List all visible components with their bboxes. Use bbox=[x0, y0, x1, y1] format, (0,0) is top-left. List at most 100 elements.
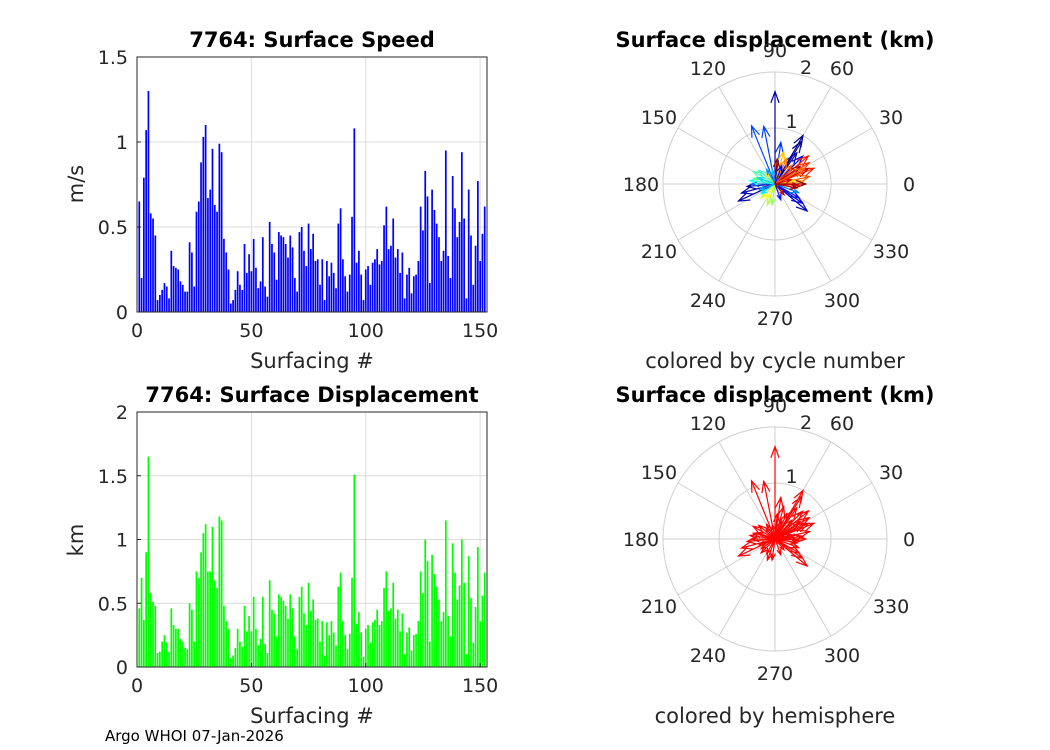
speed-bar bbox=[188, 242, 191, 312]
displacement-bar-chart: 7764: Surface Displacement 0 50 100 150 0 0.… bbox=[64, 383, 498, 728]
speed-bar bbox=[273, 252, 276, 312]
polar-hemisphere-vector bbox=[759, 538, 776, 550]
speed-bar bbox=[245, 272, 248, 312]
speed-bar bbox=[438, 237, 440, 312]
displacement-bar bbox=[351, 577, 353, 667]
displacement-bar bbox=[239, 641, 241, 667]
speed-bar bbox=[351, 216, 353, 312]
displacement-bar bbox=[326, 622, 328, 667]
displacement-bar bbox=[408, 627, 411, 667]
speed-bar bbox=[419, 206, 422, 312]
displacement-bar bbox=[202, 533, 205, 667]
speed-bar bbox=[342, 259, 344, 312]
polar-cycle-vector bbox=[774, 167, 807, 185]
displacement-bars bbox=[138, 456, 486, 667]
displacement-bar bbox=[483, 572, 486, 667]
displacement-bar bbox=[177, 628, 180, 667]
speed-bar bbox=[209, 189, 212, 312]
displacement-bar bbox=[257, 645, 260, 667]
displacement-bar bbox=[376, 609, 379, 667]
speed-bar bbox=[232, 300, 234, 312]
displacement-bar bbox=[451, 543, 454, 667]
polar-cycle-angle-label: 270 bbox=[757, 308, 793, 330]
speed-bar bbox=[326, 261, 328, 312]
speed-bar bbox=[268, 221, 271, 312]
speed-bar bbox=[161, 289, 164, 312]
displacement-bar bbox=[252, 596, 255, 667]
speed-bar bbox=[220, 152, 223, 312]
speed-bar bbox=[433, 210, 436, 312]
speed-bar bbox=[282, 237, 285, 312]
displacement-bar bbox=[227, 628, 230, 667]
displacement-bar bbox=[289, 594, 292, 667]
polar-cycle-caption: colored by cycle number bbox=[645, 349, 905, 373]
speed-bar bbox=[364, 269, 367, 312]
displacement-bar bbox=[403, 654, 406, 667]
speed-bar bbox=[335, 288, 337, 312]
speed-bar bbox=[163, 283, 166, 312]
speed-bar bbox=[172, 266, 175, 312]
displacement-bar bbox=[211, 526, 214, 667]
speed-bar bbox=[444, 150, 447, 312]
displacement-bar bbox=[264, 644, 266, 667]
displacement-bar bbox=[440, 621, 443, 667]
displacement-x-ticks: 0 50 100 150 bbox=[131, 663, 498, 697]
displacement-bar bbox=[344, 635, 347, 667]
displacement-bar bbox=[282, 600, 285, 667]
speed-bar bbox=[431, 189, 433, 312]
displacement-bar bbox=[428, 641, 431, 667]
speed-bar bbox=[328, 276, 331, 312]
polar-cycle-spoke bbox=[677, 183, 776, 241]
speed-bar bbox=[369, 284, 372, 312]
speed-bar bbox=[147, 91, 150, 312]
speed-bar bbox=[330, 262, 333, 312]
displacement-bar bbox=[454, 572, 456, 667]
polar-hemisphere-vector bbox=[772, 512, 781, 540]
speed-bar bbox=[145, 130, 148, 312]
speed-x-tick-label: 50 bbox=[239, 320, 263, 342]
displacement-bar bbox=[140, 577, 143, 667]
displacement-bar bbox=[232, 655, 234, 667]
speed-bar bbox=[296, 291, 298, 312]
displacement-x-tick-label: 100 bbox=[348, 675, 384, 697]
polar-hemisphere-angle-label: 330 bbox=[873, 596, 909, 618]
speed-bar bbox=[440, 261, 443, 312]
speed-bar bbox=[392, 218, 395, 312]
speed-bar bbox=[454, 208, 456, 312]
polar-hemisphere-angle-label: 0 bbox=[903, 529, 915, 551]
speed-bar bbox=[332, 272, 335, 312]
speed-x-tick-label: 100 bbox=[348, 320, 384, 342]
polar-hemisphere-radius-label: 2 bbox=[800, 412, 812, 434]
speed-bar bbox=[154, 235, 157, 312]
speed-bar bbox=[406, 274, 408, 312]
speed-bar-chart: 7764: Surface Speed 0 50 100 150 0 0.5 1 1.5 S… bbox=[64, 28, 498, 373]
speed-bar bbox=[362, 300, 365, 312]
displacement-bar bbox=[186, 649, 189, 667]
speed-bar bbox=[307, 223, 310, 312]
speed-y-tick-label: 1 bbox=[116, 132, 128, 154]
displacement-bar bbox=[207, 571, 209, 667]
displacement-bar bbox=[191, 609, 193, 667]
displacement-bar bbox=[387, 610, 390, 667]
speed-bar bbox=[207, 198, 209, 312]
polar-hemisphere-radius-label: 1 bbox=[785, 466, 797, 488]
polar-cycle-vector bbox=[774, 178, 793, 185]
speed-bar bbox=[140, 278, 143, 312]
speed-bar bbox=[460, 152, 463, 312]
speed-bar bbox=[298, 232, 301, 312]
speed-bar bbox=[401, 252, 404, 312]
displacement-bar bbox=[410, 650, 413, 667]
displacement-bar bbox=[175, 628, 177, 667]
speed-chart-title: 7764: Surface Speed bbox=[189, 28, 435, 52]
speed-bar bbox=[241, 289, 244, 312]
speed-bar bbox=[374, 259, 376, 312]
displacement-bar bbox=[348, 633, 351, 667]
speed-bar bbox=[243, 244, 246, 312]
displacement-bar bbox=[330, 621, 333, 667]
speed-bar bbox=[314, 261, 317, 312]
displacement-bar bbox=[277, 594, 280, 667]
displacement-bar bbox=[470, 598, 472, 667]
displacement-bar bbox=[200, 552, 202, 667]
speed-bar bbox=[143, 177, 145, 312]
speed-bar bbox=[422, 230, 424, 312]
